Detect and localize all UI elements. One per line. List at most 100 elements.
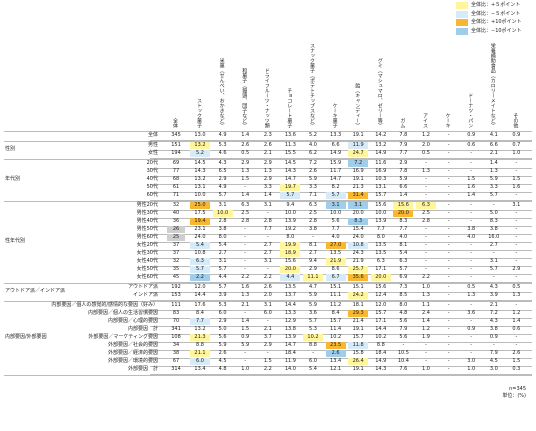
cell: 3.1: [348, 202, 369, 209]
cell: 1.0: [422, 284, 430, 290]
legend-label: 全体比：+10ポイント: [471, 19, 522, 25]
cell: 5.9: [309, 302, 317, 308]
cell: 2.9: [512, 266, 521, 272]
cell: 2.7: [309, 250, 317, 256]
cell: -: [515, 160, 518, 166]
row-label: 女性50代: [136, 266, 158, 272]
cell: 3.1: [218, 202, 227, 208]
cell: 1.4: [467, 192, 476, 198]
cell: 14.3: [194, 168, 206, 174]
cell: 5.0: [218, 326, 227, 332]
cell: 6.7: [325, 274, 346, 281]
cell: 15.8: [352, 350, 364, 356]
row-label: 内部要因／個人の生活習慣要因: [87, 310, 158, 316]
row-label: アウトドア派: [127, 284, 158, 290]
cell: 6.0: [263, 310, 272, 316]
cell: 14.9: [375, 150, 387, 156]
cell: 2.3: [263, 132, 272, 138]
cell: 2.5: [309, 210, 317, 216]
row-line: [4, 201, 532, 202]
cell: 14.4: [375, 326, 387, 332]
cell: 13.5: [375, 250, 387, 256]
cell: 2.7: [218, 250, 227, 256]
n-cell: 70: [172, 318, 180, 324]
cell: 1.2: [422, 326, 430, 332]
group-label: 性別: [5, 146, 16, 152]
row-line: [150, 281, 532, 283]
cell: 7.7: [331, 226, 340, 232]
cell: 10.5: [397, 350, 409, 356]
cell: 3.6: [309, 310, 317, 316]
cell: -: [470, 302, 473, 308]
cell: 8.3: [489, 218, 498, 224]
cell: 17.1: [375, 266, 387, 272]
cell: 13.9: [284, 218, 296, 224]
cell: 4.3: [489, 318, 498, 324]
cell: 14.3: [284, 168, 296, 174]
cell: -: [447, 358, 450, 364]
cell: -: [244, 310, 247, 316]
cell: 10.3: [375, 176, 387, 182]
cell: 4.6: [218, 150, 227, 156]
cell: 19.7: [280, 184, 301, 191]
legend-swatch: [456, 27, 468, 35]
cell: -: [447, 226, 450, 232]
cell: 4.9: [218, 132, 227, 138]
cell: 5.4: [190, 242, 210, 249]
cell: 4.5: [218, 358, 227, 364]
cell: 2.6: [263, 284, 272, 290]
cell: 16.9: [352, 168, 364, 174]
row-label: 60代: [146, 192, 158, 198]
group-label: アウトドア派／インドア派: [5, 288, 66, 294]
n-cell: 37: [172, 242, 180, 248]
cell: 1.6: [512, 184, 521, 190]
cell: 11.1: [330, 292, 342, 298]
cell: 1.4: [263, 192, 272, 198]
cell: 8.4: [196, 310, 204, 316]
cell: 20.0: [370, 274, 391, 281]
cell: -: [447, 242, 450, 248]
row-line: [150, 333, 532, 335]
cell: 24.3: [352, 250, 364, 256]
cell: -: [492, 274, 495, 280]
cell: 11.6: [375, 160, 387, 166]
row-label: 男性50代: [136, 226, 158, 232]
cell: 13.2: [194, 176, 206, 182]
n-cell: 71: [172, 192, 180, 198]
legend-label: 全体比：−５ポイント: [471, 10, 521, 17]
cell: 7.2: [348, 160, 369, 167]
row-line: [150, 291, 532, 293]
cell: 13.2: [375, 142, 387, 148]
cell: 2.6: [263, 142, 272, 148]
cell: 4.1: [489, 132, 498, 138]
cell: -: [470, 168, 473, 174]
cell: 9.4: [309, 258, 317, 264]
cell: 13.6: [284, 132, 296, 138]
cell: 11.9: [348, 142, 369, 149]
cell: 2.7: [263, 250, 272, 256]
cell: 13.5: [375, 242, 387, 248]
row-label: 外部要因 計: [127, 366, 158, 372]
cell: 6.3: [309, 202, 317, 208]
cell: 13.0: [194, 132, 206, 138]
cell: 8.5: [399, 292, 408, 298]
row-label: 内部要因 計: [127, 326, 158, 332]
cell: 1.3: [241, 292, 250, 298]
cell: 14.7: [284, 176, 296, 182]
cell: 5.7: [489, 266, 498, 272]
cell: 4.3: [218, 160, 227, 166]
cell: -: [447, 176, 450, 182]
cell: 10.4: [397, 358, 409, 364]
cell: -: [447, 184, 450, 190]
cell: -: [244, 226, 247, 232]
cell: 1.6: [241, 284, 250, 290]
row-line: [150, 209, 532, 211]
cell: 4.0: [309, 142, 317, 148]
cell: 5.9: [241, 342, 250, 348]
cell: 17.5: [194, 210, 206, 216]
n-cell: 67: [172, 358, 180, 364]
n-cell: 26: [167, 226, 185, 233]
cell: 5.3: [218, 142, 227, 148]
cell: 5.6: [399, 318, 408, 324]
cell: -: [312, 350, 314, 356]
